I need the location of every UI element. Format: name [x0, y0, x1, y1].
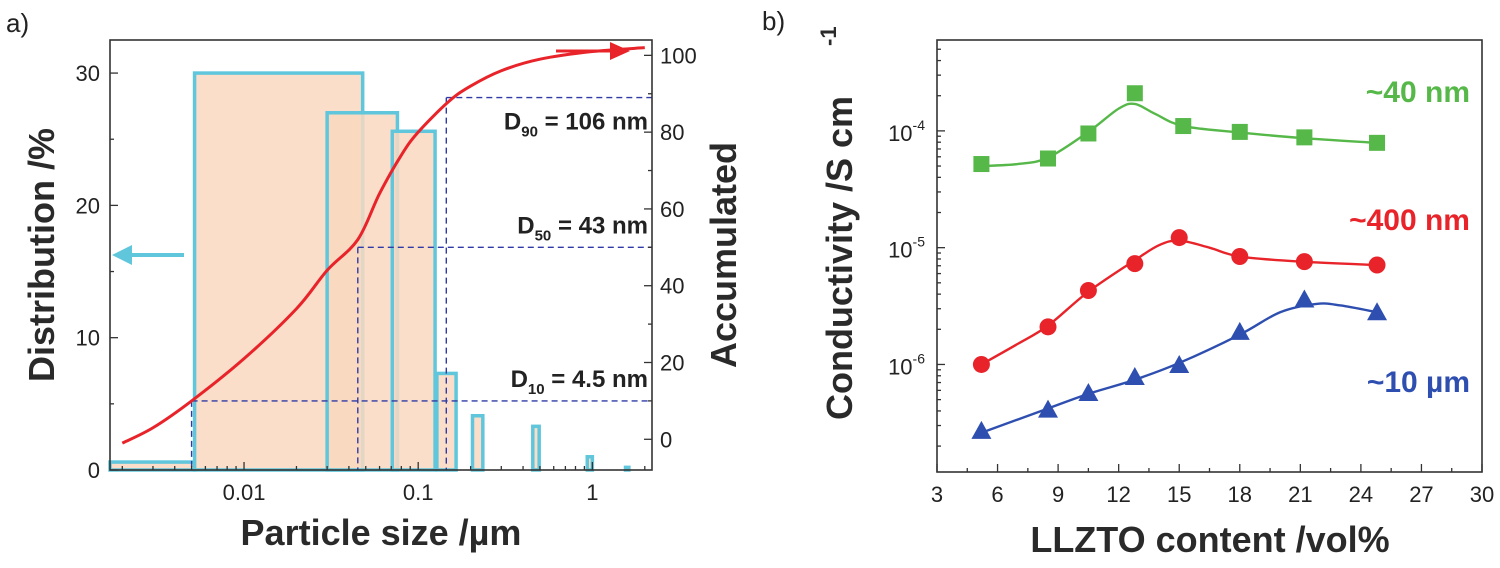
- x-tick-label: 12: [1106, 482, 1130, 507]
- panel-b-series-labels: ~40 nm ~400 nm ~10 µm: [1349, 76, 1470, 399]
- series-label: ~40 nm: [1366, 76, 1470, 109]
- x-tick-label: 18: [1228, 482, 1252, 507]
- left-y-tick-label: 30: [76, 61, 100, 86]
- data-point-circle: [1231, 248, 1249, 266]
- distribution-bar: [325, 111, 400, 472]
- right-axis-arrow-icon: [556, 42, 630, 60]
- series-2: [971, 289, 1388, 439]
- data-point-triangle: [1078, 382, 1099, 401]
- x-tick-label: 1: [586, 480, 598, 505]
- series-label: ~400 nm: [1349, 204, 1470, 237]
- right-y-tick-label: 0: [660, 427, 672, 452]
- data-point-circle: [1368, 256, 1386, 274]
- x-tick-label: 27: [1409, 482, 1433, 507]
- data-point-circle: [1295, 253, 1313, 271]
- data-point-square: [1040, 150, 1057, 167]
- panel-a-x-axis-title: Particle size /µm: [241, 512, 522, 553]
- data-point-circle: [1170, 229, 1188, 247]
- panel-a-plot-frame: [109, 39, 653, 471]
- panel-b-axes: 3 6 9 12 15 18 21 24 27 30 10-6 10-5 10-4: [888, 48, 1494, 507]
- data-point-square: [1126, 85, 1143, 102]
- data-point-square: [1080, 125, 1097, 142]
- left-y-tick-label: 20: [76, 193, 100, 218]
- panel-label-b: b): [762, 6, 785, 36]
- x-tick-label: 24: [1349, 482, 1373, 507]
- left-y-tick-label: 10: [76, 326, 100, 351]
- data-point-triangle: [1229, 321, 1250, 340]
- data-point-square: [1369, 134, 1386, 151]
- x-tick-label: 21: [1288, 482, 1312, 507]
- data-point-square: [1296, 129, 1313, 146]
- distribution-bar: [390, 129, 437, 472]
- data-point-triangle: [1169, 354, 1190, 373]
- d-value-label: D10 = 4.5 nm: [511, 366, 648, 398]
- panel-b-plot-content: [971, 85, 1388, 439]
- right-y-tick-label: 100: [660, 43, 697, 68]
- right-y-tick-label: 80: [660, 120, 684, 145]
- right-y-tick-label: 60: [660, 197, 684, 222]
- data-point-triangle: [1124, 367, 1145, 386]
- data-point-circle: [1039, 318, 1057, 336]
- data-point-square: [1175, 118, 1192, 135]
- left-y-tick-label: 0: [88, 458, 100, 483]
- data-point-circle: [972, 355, 990, 373]
- x-tick-label: 9: [1052, 482, 1064, 507]
- data-point-triangle: [1294, 289, 1315, 308]
- y-tick-label: 10-5: [888, 234, 925, 263]
- panel-a-plot-content: [108, 46, 652, 472]
- panel-b-y-axis-title: Conductivity /S cm: [819, 96, 860, 420]
- d-value-label: D90 = 106 nm: [504, 109, 648, 141]
- data-point-triangle: [971, 420, 992, 439]
- d-value-guide-lines: [445, 96, 652, 470]
- data-point-square: [1231, 123, 1248, 140]
- data-point-circle: [1126, 255, 1144, 273]
- panel-b-x-axis-title: LLZTO content /vol%: [1030, 519, 1389, 560]
- data-point-square: [973, 156, 990, 173]
- panel-label-a: a): [6, 8, 29, 38]
- panel-b-y-axis-title-superscript: -1: [816, 26, 841, 46]
- right-y-tick-label: 20: [660, 351, 684, 376]
- data-point-triangle: [1038, 399, 1059, 418]
- panel-a-right-axis-title: Accumulated: [703, 142, 744, 368]
- panel-b-y-axis-title-group: Conductivity /S cm -1: [816, 26, 860, 420]
- y-tick-label: 10-4: [888, 117, 925, 146]
- distribution-bar: [531, 424, 541, 472]
- d-value-guide-lines: [357, 246, 652, 470]
- x-tick-label: 30: [1470, 482, 1494, 507]
- x-tick-label: 0.01: [223, 480, 266, 505]
- d-value-label: D50 = 43 nm: [517, 212, 648, 244]
- series-1: [972, 229, 1386, 373]
- x-tick-label: 6: [991, 482, 1003, 507]
- panel-a-left-axis-title: Distribution /%: [21, 128, 62, 382]
- panel-b: b) 3 6 9 12 15 18 21 24 27 30 10-6 10-5 10-4 LLZTO c…: [762, 6, 1494, 560]
- data-point-triangle: [1367, 302, 1388, 321]
- x-tick-label: 0.1: [403, 480, 434, 505]
- data-point-circle: [1079, 281, 1097, 299]
- left-axis-arrow-icon: [112, 245, 184, 265]
- d-value-guide-lines: [190, 400, 652, 470]
- series-0: [973, 85, 1386, 173]
- accumulated-curve: [121, 46, 645, 445]
- fit-curve: [980, 239, 1378, 366]
- fit-curve: [981, 102, 1378, 168]
- x-tick-label: 3: [931, 482, 943, 507]
- x-tick-label: 15: [1167, 482, 1191, 507]
- panel-a-d-value-annotations: D90 = 106 nm D50 = 43 nm D10 = 4.5 nm: [504, 109, 648, 398]
- series-label: ~10 µm: [1367, 366, 1470, 399]
- right-y-tick-label: 40: [660, 274, 684, 299]
- y-tick-label: 10-6: [888, 350, 925, 379]
- distribution-bar: [470, 414, 485, 472]
- distribution-bar: [585, 455, 595, 472]
- fit-curve: [980, 302, 1378, 434]
